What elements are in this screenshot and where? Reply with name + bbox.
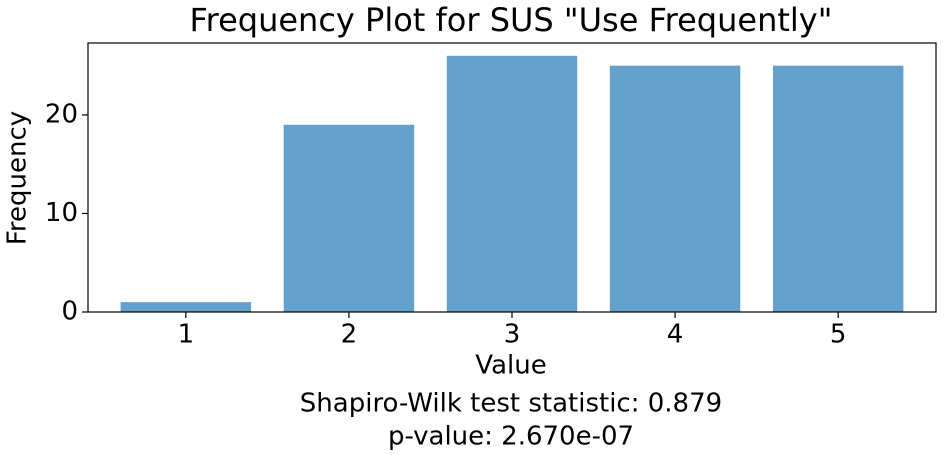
x-tick-label: 2 [341,320,358,350]
y-tick-label: 0 [61,297,78,327]
y-tick-label: 10 [45,198,78,228]
annotation: Shapiro-Wilk test statistic: 0.879 [300,389,722,419]
x-axis-label: Value [475,351,546,381]
annotation: p-value: 2.670e-07 [388,422,634,452]
bar [283,124,415,313]
plot-frame [87,42,937,313]
bar [609,65,741,313]
y-tick-label: 20 [45,99,78,129]
x-tick-label: 4 [667,320,684,350]
x-tick-label: 5 [830,320,847,350]
x-tick-label: 1 [178,320,195,350]
bar [120,302,252,312]
chart-title: Frequency Plot for SUS "Use Frequently" [190,1,833,39]
x-tick-label: 3 [504,320,521,350]
y-axis-label: Frequency [3,111,33,245]
bar [446,55,578,313]
bar [772,65,904,313]
